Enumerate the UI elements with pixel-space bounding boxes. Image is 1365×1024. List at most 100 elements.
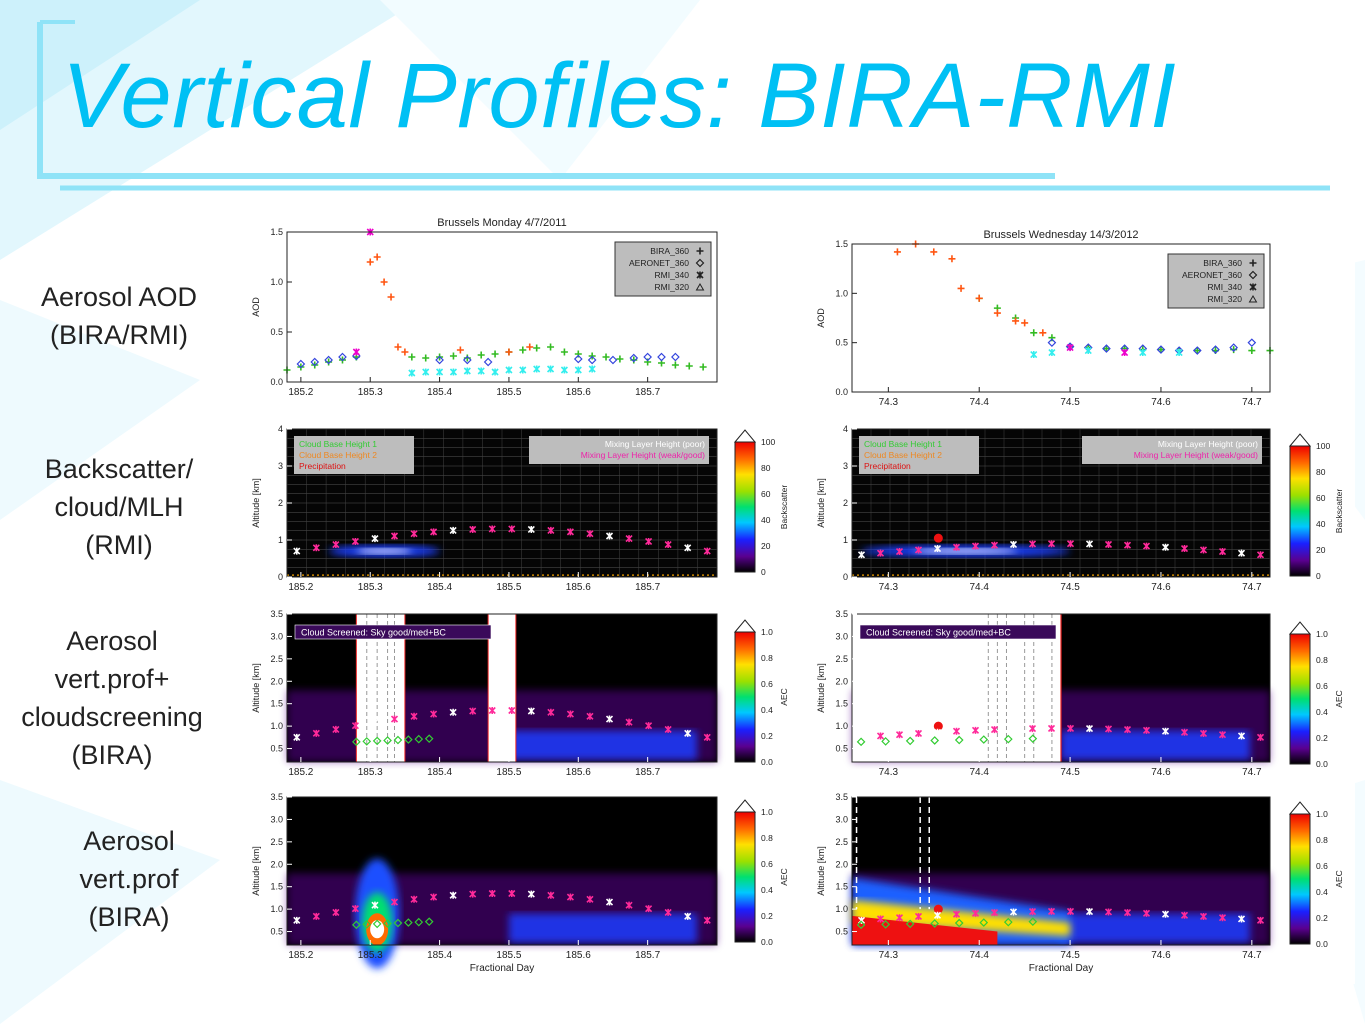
data-point-diamond [930, 736, 940, 745]
data-point-asterisk [469, 707, 477, 715]
data-point-diamond [393, 918, 403, 928]
data-point-asterisk [547, 708, 555, 716]
colorbar-label: AEC [1334, 870, 1344, 887]
data-point-asterisk [410, 712, 418, 720]
colorbar-tick-label: 0.6 [1316, 861, 1328, 871]
y-tick-label: 0 [843, 572, 848, 582]
data-point-plus [1012, 317, 1020, 325]
data-point-plus [685, 362, 693, 370]
cloud-screened-mask [488, 614, 516, 762]
row-label-line: cloudscreening [21, 702, 203, 732]
data-point-asterisk [449, 708, 457, 716]
legend-box [614, 241, 712, 297]
data-point-asterisk [1237, 549, 1246, 557]
data-point-asterisk [952, 543, 961, 551]
data-point-asterisk [876, 732, 885, 740]
colorbar-tick-label: 0.0 [761, 757, 773, 767]
data-point-diamond [372, 919, 382, 929]
data-point-plus [1157, 346, 1165, 354]
data-point-diamond [881, 920, 890, 929]
data-point-diamond [695, 258, 705, 268]
colorbar [734, 811, 756, 943]
data-point-asterisk [1161, 910, 1170, 918]
data-point-asterisk [645, 905, 653, 913]
data-point-asterisk [449, 526, 457, 535]
legend-label: Cloud Base Height 1 [299, 439, 377, 449]
y-axis-label: AOD [251, 297, 261, 317]
data-point-diamond [435, 355, 444, 365]
plot-frame [286, 796, 718, 946]
data-point-asterisk [933, 911, 942, 919]
x-tick-label: 74.7 [1242, 950, 1262, 961]
data-point-asterisk [293, 733, 301, 741]
x-tick-label: 185.3 [358, 767, 383, 778]
data-point-diamond [608, 355, 618, 365]
y-tick-label: 0.5 [270, 327, 283, 337]
colorbar-tick-label: 1.0 [761, 627, 773, 637]
data-point-plus [1048, 334, 1056, 342]
data-point-plus [449, 352, 457, 360]
data-point-asterisk [1009, 908, 1018, 916]
data-point-diamond [462, 355, 472, 365]
colorbar-tick-label: 0 [1316, 571, 1321, 581]
data-point-plus [560, 348, 568, 356]
data-point-plus [1039, 329, 1047, 337]
data-point-asterisk [463, 367, 471, 375]
data-point-asterisk [1104, 725, 1113, 733]
data-point-asterisk [1066, 540, 1075, 548]
colorbar-tick-label: 0 [761, 567, 766, 577]
data-point-asterisk [1084, 346, 1092, 355]
data-point-plus [696, 247, 704, 255]
legend-box [859, 436, 979, 474]
x-tick-label: 185.2 [288, 950, 313, 961]
y-tick-label: 0.5 [835, 744, 848, 754]
y-tick-label: 2.5 [270, 654, 283, 664]
data-point-plus [893, 248, 901, 256]
colorbar-tick-label: 100 [1316, 441, 1330, 451]
y-tick-label: 1.5 [835, 699, 848, 709]
legend-label: Mixing Layer Height (poor) [605, 439, 705, 449]
y-axis-label: AOD [816, 308, 826, 328]
x-tick-label: 185.6 [566, 582, 591, 593]
data-point-asterisk [312, 729, 320, 737]
data-point-plus [1249, 259, 1257, 267]
legend-label: Cloud Base Height 2 [864, 450, 942, 460]
colorbar-label: AEC [779, 868, 789, 885]
data-point-diamond [905, 736, 915, 746]
colorbar-tick-label: 0.4 [1316, 887, 1328, 897]
row-label-line: (BIRA/RMI) [50, 320, 188, 350]
data-point-plus [1193, 347, 1201, 355]
colorbar-tick-label: 80 [1316, 467, 1326, 477]
colorbar-tick-label: 0.6 [1316, 681, 1328, 691]
colorbar [1289, 633, 1311, 765]
data-point-plus [671, 361, 679, 369]
data-point-asterisk [1139, 348, 1147, 357]
data-point-asterisk [533, 365, 541, 373]
legend-label: AERONET_360 [629, 258, 689, 268]
x-tick-label: 185.5 [496, 387, 521, 398]
x-tick-label: 74.6 [1151, 767, 1171, 778]
y-tick-label: 2.5 [835, 837, 848, 847]
colorbar-tick-label: 0.4 [761, 705, 773, 715]
data-point-asterisk [1085, 908, 1094, 916]
colorbar [1289, 445, 1311, 577]
annotation-label: Cloud Screened: Sky good/med+BC [301, 628, 446, 638]
data-point-asterisk [952, 727, 961, 735]
data-point-asterisk [971, 542, 980, 550]
x-tick-label: 185.7 [635, 387, 660, 398]
colorbar-tick-label: 0.8 [761, 833, 773, 843]
data-point-asterisk [477, 367, 485, 375]
y-tick-label: 3.5 [270, 609, 283, 619]
data-point-diamond [1003, 917, 1013, 927]
data-point-asterisk [664, 540, 672, 549]
data-point-asterisk [1161, 543, 1170, 551]
y-axis-label: Altitude [km] [251, 478, 261, 528]
row-label-line: cloud/MLH [54, 492, 184, 522]
data-point-asterisk [1256, 733, 1265, 741]
data-point-asterisk [352, 348, 360, 356]
data-point-asterisk [1180, 911, 1189, 919]
data-point-asterisk [390, 532, 399, 540]
data-point-diamond [338, 352, 347, 362]
x-tick-label: 185.4 [427, 582, 452, 593]
x-tick-label: 185.3 [358, 387, 383, 398]
